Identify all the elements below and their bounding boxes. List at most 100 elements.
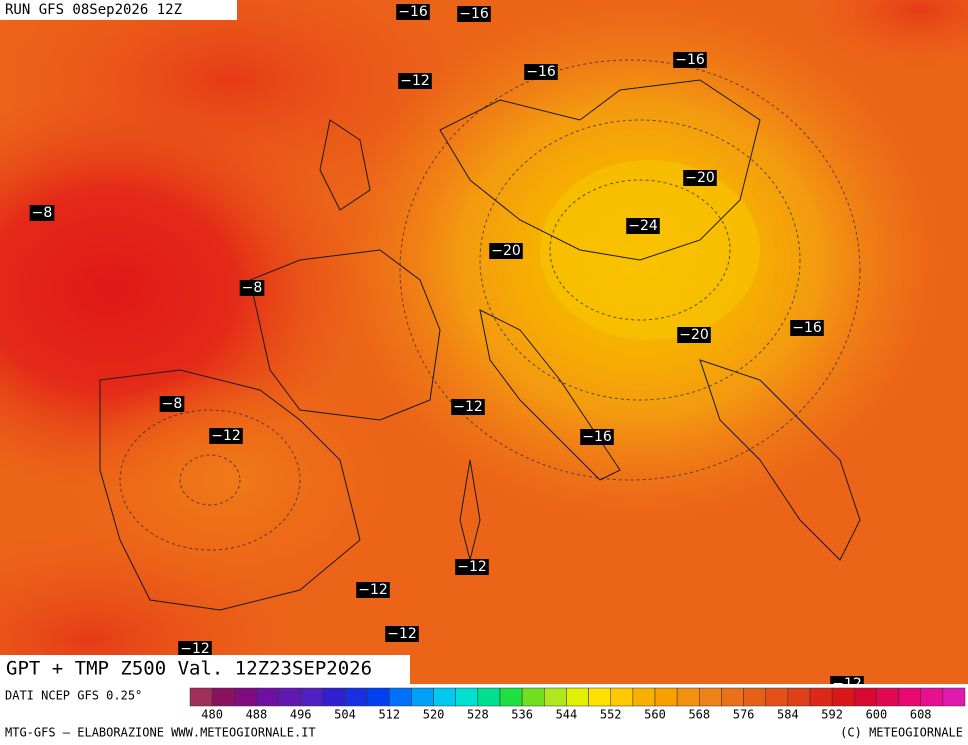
- map-title: GPT + TMP Z500 Val. 12Z23SEP2026: [6, 658, 372, 680]
- temp-label: −24: [626, 218, 660, 234]
- colorbar-swatch: [831, 687, 855, 707]
- colorbar-swatch: [898, 687, 921, 707]
- temp-text: −20: [685, 170, 715, 186]
- colorbar-swatch: [942, 687, 966, 707]
- temp-label: −16: [673, 52, 707, 68]
- temp-text: −8: [32, 205, 53, 221]
- temp-label: −12: [178, 641, 212, 657]
- colorbar-label: 488: [246, 708, 268, 722]
- colorbar-swatch: [920, 687, 944, 707]
- map-labels: −16 −16 −16 −16 −12 −20 −8 −24 −20 −8 −16 −20 −8 −12 −…: [29, 4, 864, 692]
- source-label: DATI NCEP GFS 0.25°: [5, 689, 142, 703]
- temp-box: [455, 559, 489, 575]
- temp-box: [451, 399, 485, 415]
- colorbar-label: 544: [556, 708, 578, 722]
- colorbar-label: 496: [290, 708, 312, 722]
- copyright-label: (C) METEOGIORNALE: [840, 726, 963, 740]
- temp-text: −12: [453, 399, 483, 415]
- colorbar-swatch: [234, 687, 257, 707]
- colorbar-label: 576: [733, 708, 755, 722]
- temp-label: −8: [239, 280, 265, 296]
- colorbar-swatch: [588, 687, 611, 707]
- temp-box: [209, 428, 243, 444]
- colorbar-swatch: [521, 687, 545, 707]
- temp-text: −16: [582, 429, 612, 445]
- colorbar-swatch: [433, 687, 456, 707]
- colorbar-label: 592: [821, 708, 843, 722]
- colorbar-swatch: [632, 687, 656, 707]
- colorbar-swatch: [809, 687, 833, 707]
- title-box: [0, 655, 410, 684]
- colorbar-label: 520: [423, 708, 445, 722]
- temp-box: [790, 320, 824, 336]
- temp-box: [626, 218, 660, 234]
- temp-text: −16: [526, 64, 556, 80]
- colorbar-swatch: [477, 687, 501, 707]
- colorbar-swatch: [322, 687, 346, 707]
- temp-text: −12: [358, 582, 388, 598]
- colorbar-label: 568: [688, 708, 710, 722]
- temp-text: −12: [211, 428, 241, 444]
- temp-box: [683, 170, 717, 186]
- temp-text: −12: [387, 626, 417, 642]
- temp-box: [178, 641, 212, 657]
- field: [540, 160, 760, 340]
- temp-label: −12: [356, 582, 390, 598]
- temp-label: −8: [29, 205, 55, 221]
- colorbar-swatch: [455, 687, 479, 707]
- colorbar-swatch: [566, 687, 589, 707]
- field: [800, 0, 968, 70]
- colorbar-swatch: [366, 687, 390, 707]
- temp-text: −16: [459, 6, 489, 22]
- colorbar-label: 528: [467, 708, 489, 722]
- temp-text: −8: [162, 396, 183, 412]
- temp-text: −8: [242, 280, 263, 296]
- temp-box: [489, 243, 523, 259]
- temp-label: −20: [677, 327, 711, 343]
- temp-text: −12: [400, 73, 430, 89]
- temp-label: −12: [455, 559, 489, 575]
- colorbar-swatch: [699, 687, 722, 707]
- colorbar-label: 584: [777, 708, 799, 722]
- colorbar-label: 560: [644, 708, 666, 722]
- colorbar-label: 608: [910, 708, 932, 722]
- temp-text: −12: [180, 641, 210, 657]
- temp-box: [524, 64, 558, 80]
- field: [70, 370, 390, 590]
- temp-text: −20: [491, 243, 521, 259]
- temp-box: [457, 6, 491, 22]
- colorbar-swatch: [854, 687, 877, 707]
- colorbar-label: 552: [600, 708, 622, 722]
- colorbar-label: 512: [378, 708, 400, 722]
- temp-label: −12: [385, 626, 419, 642]
- colorbar: 480 488 496 504 512 520 528 536 544 552 560 568 576 5…: [189, 687, 966, 722]
- colorbar-swatch: [411, 687, 434, 707]
- temp-box: [580, 429, 614, 445]
- temp-text: −20: [679, 327, 709, 343]
- colorbar-swatch: [300, 687, 324, 707]
- colorbar-swatch: [765, 687, 789, 707]
- colorbar-swatch: [189, 687, 213, 707]
- temp-label: −12: [398, 73, 432, 89]
- colorbar-swatch: [876, 687, 899, 707]
- temp-text: −24: [628, 218, 658, 234]
- temp-text: −12: [457, 559, 487, 575]
- colorbar-swatch: [499, 687, 523, 707]
- run-label: RUN GFS 08Sep2026 12Z: [5, 2, 182, 18]
- temp-label: −12: [451, 399, 485, 415]
- colorbar-swatch: [654, 687, 678, 707]
- temp-label: −16: [396, 4, 430, 20]
- temp-text: −16: [792, 320, 822, 336]
- temp-box: [396, 4, 430, 20]
- colorbar-label: 480: [201, 708, 223, 722]
- colorbar-swatch: [676, 687, 700, 707]
- credit-label: MTG-GFS – ELABORAZIONE WWW.METEOGIORNALE…: [5, 726, 316, 740]
- temp-box: [29, 205, 55, 221]
- temp-label: −8: [159, 396, 185, 412]
- temp-label: −20: [489, 243, 523, 259]
- temp-label: −16: [524, 64, 558, 80]
- temp-label: −16: [790, 320, 824, 336]
- temp-label: −16: [580, 429, 614, 445]
